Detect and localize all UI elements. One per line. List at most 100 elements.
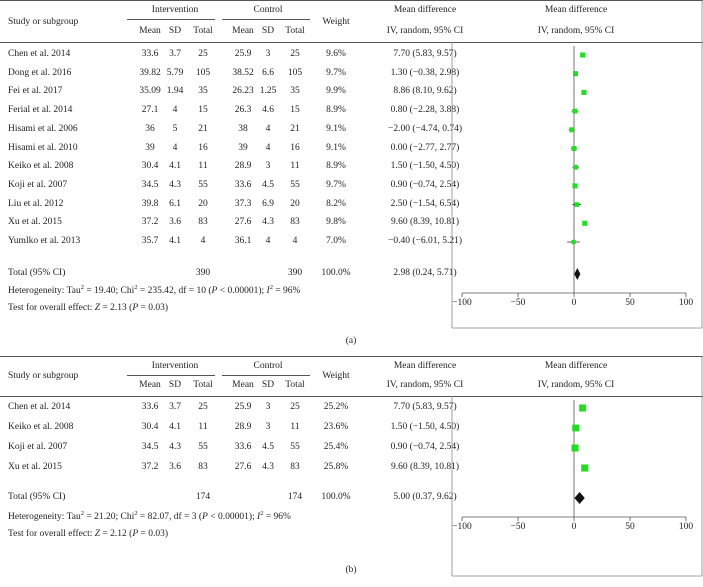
total-intervention-n: 390 [195,268,211,278]
header-md-title-left: Mean difference [393,5,457,15]
intervention-mean: 36 [145,123,155,134]
overall-mid: = 2.12 ( [100,529,133,539]
control-mean: 39 [238,142,248,153]
het-pval: < 0.00001); [217,286,267,297]
het-p-letter: P [211,286,218,297]
x-tick-label: 100 [678,522,694,532]
study-point-estimate [572,71,578,77]
intervention-sd: 3.7 [169,49,181,59]
intervention-mean: 39.8 [141,198,159,209]
total-intervention-n: 174 [195,492,211,502]
intervention-mean: 33.6 [141,402,159,412]
control-mean: 27.6 [234,462,252,472]
control-sd: 4.6 [262,105,274,116]
x-tick-label: 50 [625,298,635,308]
intervention-mean: 27.1 [141,105,159,116]
het-sup-tau: 2 [80,284,85,291]
control-sd: 3 [265,402,271,412]
control-mean: 27.6 [234,217,252,228]
header-intervention: Intervention [151,361,199,371]
intervention-sd: 6.1 [169,198,181,209]
overall-pre: Test for overall effect: [8,529,95,539]
control-mean: 38 [238,123,248,134]
overall-z-letter: Z [94,303,101,313]
header-md-title-right: Mean difference [544,5,608,15]
total-ci-text: 2.98 (0.24, 5.71) [393,268,457,278]
study-point-estimate [573,164,579,170]
study-name: Koji et al. 2007 [8,179,68,190]
header-md-sub-left: IV, random, 95% CI [386,26,464,36]
study-weight: 23.6% [323,422,349,432]
study-ci-text: 0.90 (−0.74, 2.54) [390,179,460,190]
control-total: 25 [290,49,300,59]
study-ci-text: −2.00 (−4.74, 0.74) [387,123,463,134]
study-ci-text: −0.40 (−6.01, 5.21) [387,236,463,246]
het-end: = 96% [272,286,301,297]
control-mean: 28.9 [234,422,252,432]
intervention-total: 16 [198,142,208,153]
intervention-total: 55 [198,179,208,190]
study-weight: 9.9% [326,86,346,97]
control-mean: 33.6 [234,179,252,190]
het-pval: < 0.00001); [207,512,258,523]
header-sd-intervention: SD [168,26,182,36]
study-ci-text: 0.80 (−2.28, 3.88) [390,105,460,116]
header-total-intervention: Total [193,26,213,36]
het-p-letter: P [202,512,208,523]
header-mean-intervention: Mean [139,380,161,390]
forest-plot-area [451,356,703,577]
header-bottom-rule [0,396,703,397]
study-point-estimate [579,404,587,412]
x-tick-label: −100 [452,298,472,308]
intervention-total: 35 [198,86,208,97]
overall-effect-text: Test for overall effect: Z = 2.12 (P = 0… [8,529,168,540]
study-name: Yumlko et al. 2013 [8,236,81,246]
study-weight: 8.9% [326,161,346,172]
intervention-total: 25 [198,49,208,59]
total-weight: 100.0% [321,492,351,502]
header-total-intervention: Total [193,380,213,390]
header-intervention: Intervention [151,5,199,15]
intervention-mean: 37.2 [141,217,159,228]
forest-plot-area [451,0,703,329]
study-point-estimate [581,464,589,472]
total-weight: 100.0% [321,268,351,278]
header-md-title-right: Mean difference [544,361,608,371]
control-sd: 4 [265,236,271,246]
control-total: 16 [290,142,300,153]
pooled-estimate-diamond [574,268,581,280]
heterogeneity-text: Heterogeneity: Tau2 = 19.40; Chi2 = 235.… [8,284,301,297]
x-tick-label: 0 [571,298,577,308]
study-ci-text: 9.60 (8.39, 10.81) [390,217,460,228]
header-sd-control: SD [261,380,275,390]
control-total: 25 [290,402,300,412]
intervention-total: 55 [198,442,208,452]
study-point-estimate [582,220,588,226]
het-sup-chi: 2 [134,510,138,517]
intervention-sd: 3.6 [169,217,181,228]
study-weight: 25.4% [323,442,349,452]
control-sd: 4.3 [262,462,274,472]
control-sd: 6.9 [262,198,274,209]
study-name: Xu et al. 2015 [8,217,62,228]
x-tick-label: −50 [510,522,526,532]
total-control-n: 390 [287,268,303,278]
header-study: Study or subgroup [8,17,79,27]
study-point-estimate [572,424,580,432]
intervention-mean: 37.2 [141,462,159,472]
control-total: 83 [290,462,300,472]
intervention-sd: 4.1 [169,422,181,432]
study-point-estimate [580,52,586,58]
study-weight: 7.0% [326,236,346,246]
het-mid: = 21.20; Chi [84,512,135,523]
intervention-mean: 39.82 [139,67,161,78]
control-mean: 26.23 [232,86,254,97]
control-mean: 37.3 [234,198,252,209]
study-name: Dong et al. 2016 [8,67,72,78]
intervention-mean: 34.5 [141,442,159,452]
study-name: Ferial et al. 2014 [8,105,73,116]
intervention-total: 11 [198,422,208,432]
forest-panel-a: Study or subgroup Intervention Control Weig… [0,0,703,346]
control-underline [222,19,310,20]
study-ci-text: 2.50 (−1.54, 6.54) [390,198,460,209]
